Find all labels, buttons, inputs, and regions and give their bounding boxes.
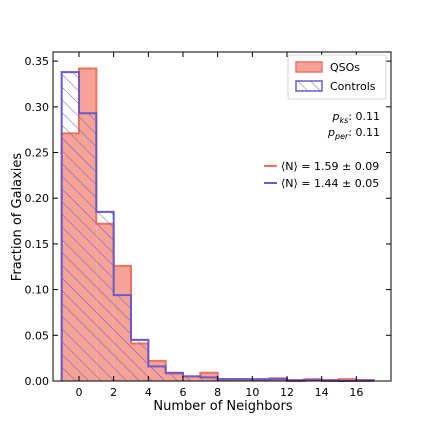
controls-bar-4 (131, 339, 149, 381)
legend-swatch-controls (295, 80, 323, 92)
mean-text-controls: ⟨N⟩ = 1.44 ± 0.05 (281, 177, 379, 190)
controls-bar-7 (183, 376, 201, 381)
y-tick-label-0: 0.00 (25, 375, 50, 388)
y-tick-label-4: 0.20 (25, 192, 50, 205)
controls-bars (60, 71, 375, 382)
x-tick-label-4: 4 (145, 386, 152, 399)
pks-sub: ks (339, 116, 348, 125)
mean-legend: ⟨N⟩ = 1.59 ± 0.09 ⟨N⟩ = 1.44 ± 0.05 (264, 160, 379, 190)
y-tick-label-1: 0.05 (25, 329, 50, 342)
y-tick-label-2: 0.10 (25, 284, 50, 297)
x-tick-label-8: 8 (214, 386, 221, 399)
legend-label-qsos: QSOs (330, 61, 360, 74)
pks-annotation: pks: 0.11 (332, 110, 381, 125)
pper-sub: per (334, 132, 349, 141)
pks-label: p (332, 110, 340, 123)
pper-label: p (327, 126, 335, 139)
x-tick-label-2: 2 (110, 386, 117, 399)
x-tick-label-14: 14 (315, 386, 329, 399)
y-axis-label: Fraction of Galaxies (10, 153, 25, 282)
pper-annotation: pper: 0.11 (327, 126, 380, 141)
axes: 0 2 4 6 8 10 12 14 16 0.00 0.05 0.10 0.15 0.20 0.25 0.3… (25, 51, 392, 399)
y-tick-label-7: 0.35 (25, 55, 50, 68)
x-axis-label: Number of Neighbors (153, 399, 292, 414)
y-tick-label-6: 0.30 (25, 101, 50, 114)
x-tick-label-16: 16 (349, 386, 363, 399)
controls-bar-8 (200, 377, 218, 381)
pks-value: : 0.11 (348, 110, 380, 123)
p-values: pks: 0.11 pper: 0.11 (327, 110, 380, 141)
plot-frame (52, 51, 392, 382)
x-tick-label-0: 0 (76, 386, 83, 399)
y-tick-label-5: 0.25 (25, 147, 50, 160)
controls-bar-5 (148, 366, 166, 381)
legend-label-controls: Controls (330, 80, 376, 93)
controls-bar-3 (113, 295, 131, 381)
controls-bar-0 (61, 72, 79, 381)
x-tick-label-10: 10 (245, 386, 259, 399)
controls-bar-1 (79, 113, 97, 381)
x-tick-label-12: 12 (280, 386, 294, 399)
pper-value: : 0.11 (348, 126, 380, 139)
legend: QSOs Controls (287, 54, 387, 100)
x-tick-label-6: 6 (180, 386, 187, 399)
mean-text-qsos: ⟨N⟩ = 1.59 ± 0.09 (281, 160, 379, 173)
controls-outline (60, 71, 375, 382)
controls-bar-2 (96, 211, 114, 381)
y-tick-label-3: 0.15 (25, 238, 50, 251)
controls-bar-6 (165, 372, 183, 381)
legend-swatch-qsos (295, 61, 323, 73)
